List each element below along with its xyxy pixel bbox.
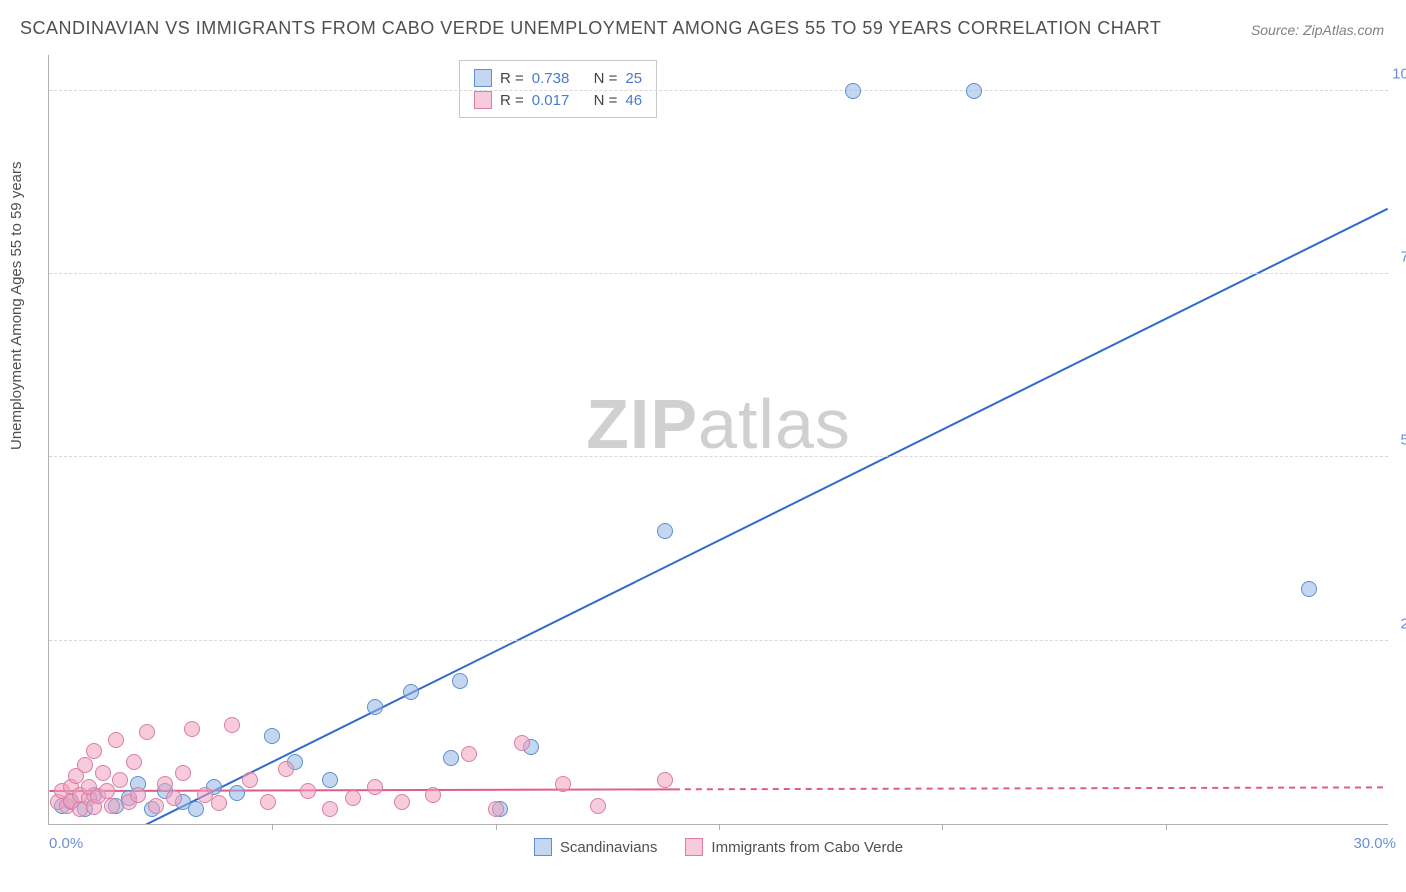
data-point (260, 794, 276, 810)
legend-label-1: Scandinavians (560, 839, 658, 856)
data-point (229, 785, 245, 801)
swatch-series-1 (474, 69, 492, 87)
watermark-bold: ZIP (586, 385, 698, 463)
watermark-light: atlas (698, 385, 851, 463)
y-tick-label: 25.0% (1400, 615, 1406, 632)
n-label-2: N = (594, 92, 618, 109)
y-tick-label: 75.0% (1400, 249, 1406, 266)
data-point (461, 746, 477, 762)
plot-area: ZIPatlas R = 0.738 N = 25 R = 0.017 N = … (48, 55, 1388, 825)
data-point (86, 743, 102, 759)
source-attribution: Source: ZipAtlas.com (1251, 22, 1384, 38)
x-tick-mark (942, 824, 943, 830)
y-tick-label: 100.0% (1392, 65, 1406, 82)
r-label-1: R = (500, 70, 524, 87)
chart-container: SCANDINAVIAN VS IMMIGRANTS FROM CABO VER… (0, 0, 1406, 892)
data-point (367, 699, 383, 715)
data-point (657, 523, 673, 539)
source-value: ZipAtlas.com (1303, 22, 1384, 38)
data-point (443, 750, 459, 766)
legend-label-2: Immigrants from Cabo Verde (711, 839, 903, 856)
data-point (211, 795, 227, 811)
x-tick-mark (272, 824, 273, 830)
n-value-2: 46 (625, 92, 642, 109)
data-point (345, 790, 361, 806)
data-point (184, 721, 200, 737)
data-point (126, 754, 142, 770)
source-label: Source: (1251, 22, 1303, 38)
data-point (657, 772, 673, 788)
data-point (394, 794, 410, 810)
series-legend: Scandinavians Immigrants from Cabo Verde (49, 838, 1388, 856)
legend-swatch-2 (685, 838, 703, 856)
swatch-series-2 (474, 91, 492, 109)
x-tick-mark (1166, 824, 1167, 830)
y-tick-label: 50.0% (1400, 432, 1406, 449)
legend-item-1: Scandinavians (534, 838, 658, 856)
data-point (590, 798, 606, 814)
gridline-h (49, 273, 1388, 274)
data-point (555, 776, 571, 792)
data-point (264, 728, 280, 744)
data-point (148, 798, 164, 814)
data-point (322, 772, 338, 788)
stats-row-2: R = 0.017 N = 46 (474, 89, 642, 111)
gridline-h (49, 456, 1388, 457)
stats-row-1: R = 0.738 N = 25 (474, 67, 642, 89)
n-value-1: 25 (625, 70, 642, 87)
data-point (95, 765, 111, 781)
data-point (104, 798, 120, 814)
data-point (139, 724, 155, 740)
data-point (242, 772, 258, 788)
r-value-2: 0.017 (532, 92, 570, 109)
data-point (77, 757, 93, 773)
data-point (188, 801, 204, 817)
data-point (175, 765, 191, 781)
r-label-2: R = (500, 92, 524, 109)
data-point (367, 779, 383, 795)
data-point (403, 684, 419, 700)
data-point (108, 732, 124, 748)
x-tick-mark (496, 824, 497, 830)
data-point (488, 801, 504, 817)
data-point (452, 673, 468, 689)
data-point (425, 787, 441, 803)
data-point (966, 83, 982, 99)
data-point (1301, 581, 1317, 597)
data-point (130, 787, 146, 803)
watermark: ZIPatlas (586, 384, 851, 464)
data-point (99, 783, 115, 799)
data-point (112, 772, 128, 788)
data-point (157, 776, 173, 792)
gridline-h (49, 640, 1388, 641)
data-point (514, 735, 530, 751)
y-axis-label: Unemployment Among Ages 55 to 59 years (8, 161, 25, 450)
gridline-h (49, 90, 1388, 91)
data-point (300, 783, 316, 799)
chart-title: SCANDINAVIAN VS IMMIGRANTS FROM CABO VER… (20, 18, 1161, 39)
data-point (224, 717, 240, 733)
trendlines-layer (49, 55, 1388, 824)
data-point (278, 761, 294, 777)
legend-swatch-1 (534, 838, 552, 856)
data-point (845, 83, 861, 99)
data-point (322, 801, 338, 817)
x-tick-mark (719, 824, 720, 830)
n-label-1: N = (594, 70, 618, 87)
legend-item-2: Immigrants from Cabo Verde (685, 838, 903, 856)
data-point (166, 790, 182, 806)
r-value-1: 0.738 (532, 70, 570, 87)
